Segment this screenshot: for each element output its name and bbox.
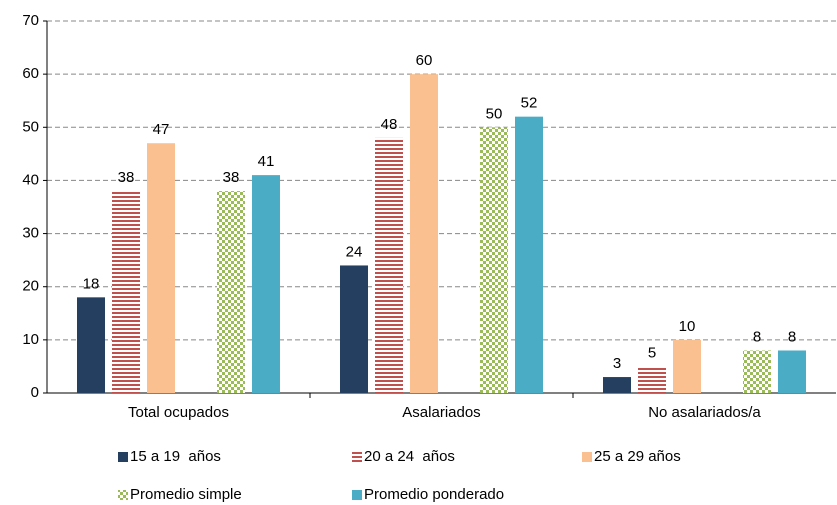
data-label: 52 xyxy=(521,95,538,112)
bar xyxy=(252,175,280,393)
legend-swatch xyxy=(352,452,362,462)
bar xyxy=(340,265,368,393)
data-label: 10 xyxy=(679,318,696,335)
bar xyxy=(603,377,631,393)
bar xyxy=(77,297,105,393)
y-tick-label: 0 xyxy=(31,384,39,401)
data-label: 8 xyxy=(788,328,796,345)
data-label: 8 xyxy=(753,328,761,345)
x-tick-label: No asalariados/a xyxy=(648,404,761,421)
bar xyxy=(638,366,666,393)
data-label: 18 xyxy=(83,275,100,292)
bar xyxy=(515,116,543,394)
y-tick-label: 10 xyxy=(22,331,39,348)
y-tick-label: 50 xyxy=(22,118,39,135)
legend-label: 15 a 19 años xyxy=(130,448,221,465)
y-tick-label: 40 xyxy=(22,171,39,188)
data-label: 50 xyxy=(486,105,503,122)
data-label: 41 xyxy=(258,153,275,170)
bar xyxy=(112,191,140,393)
bar xyxy=(410,74,438,394)
x-tick-label: Total ocupados xyxy=(128,404,229,421)
y-tick-label: 60 xyxy=(22,65,39,82)
data-label: 47 xyxy=(153,121,170,138)
legend-swatch xyxy=(118,452,128,462)
y-tick-label: 30 xyxy=(22,225,39,242)
bar xyxy=(778,350,806,393)
legend-label: Promedio ponderado xyxy=(364,486,504,503)
legend-label: 25 a 29 años xyxy=(594,448,681,465)
legend-swatch xyxy=(352,490,362,500)
data-label: 60 xyxy=(416,52,433,69)
bar xyxy=(375,137,403,393)
legend-label: Promedio simple xyxy=(130,486,242,503)
y-tick-label: 70 xyxy=(22,12,39,29)
bar xyxy=(480,127,508,394)
legend-label: 20 a 24 años xyxy=(364,448,455,465)
bar xyxy=(743,350,771,393)
bar xyxy=(217,191,245,393)
data-label: 48 xyxy=(381,116,398,133)
data-label: 3 xyxy=(613,355,621,372)
bar xyxy=(673,339,701,393)
y-tick-label: 20 xyxy=(22,278,39,295)
data-label: 38 xyxy=(223,169,240,186)
data-label: 38 xyxy=(118,169,135,186)
legend-swatch xyxy=(118,490,128,500)
data-label: 24 xyxy=(346,243,363,260)
legend-swatch xyxy=(582,452,592,462)
bar xyxy=(147,143,175,393)
data-label: 5 xyxy=(648,344,656,361)
x-tick-label: Asalariados xyxy=(402,404,480,421)
